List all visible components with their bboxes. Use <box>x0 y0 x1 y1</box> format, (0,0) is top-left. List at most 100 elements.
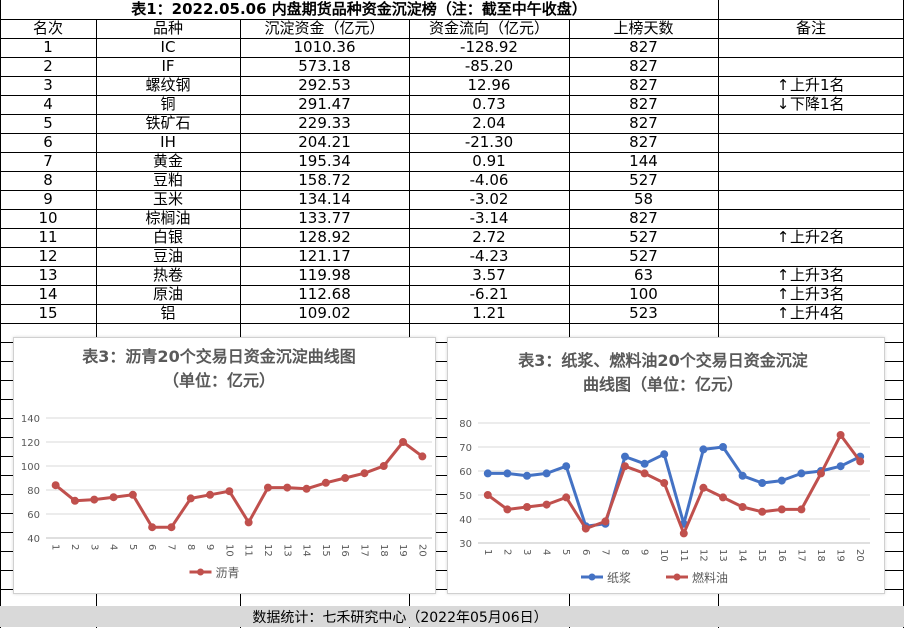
cell-days: 827 <box>629 57 658 75</box>
data-point <box>483 491 492 499</box>
data-point <box>148 523 157 532</box>
cell-rank: 1 <box>43 38 53 56</box>
cell-note: 上升1名 <box>790 76 845 94</box>
y-tick-label: 120 <box>21 438 40 449</box>
data-point <box>797 505 806 514</box>
grid-hline <box>0 304 904 305</box>
cell-days: 527 <box>629 228 658 246</box>
x-tick-label: 13 <box>281 544 292 557</box>
chart-subtitle: 曲线图（单位：亿元） <box>583 375 743 394</box>
grid-vline <box>718 19 719 628</box>
data-point <box>640 459 649 468</box>
x-tick-label: 16 <box>776 549 787 562</box>
data-point <box>679 529 688 538</box>
cell-days: 827 <box>629 114 658 132</box>
cell-deposit: 158.72 <box>298 171 351 189</box>
cell-days: 827 <box>629 95 658 113</box>
x-tick-label: 12 <box>697 549 708 562</box>
table-title: 表1：2022.05.06 内盘期货品种资金沉淀榜（注：截至中午收盘） <box>131 0 587 18</box>
x-tick-label: 5 <box>560 549 571 555</box>
grid-hline <box>0 209 904 210</box>
x-tick-label: 20 <box>416 544 427 557</box>
cell-deposit: 1010.36 <box>293 38 356 56</box>
cell-flow: 2.04 <box>472 114 506 132</box>
header-days: 上榜天数 <box>613 19 674 37</box>
pulp-fuel-oil-chart: 表3：纸浆、燃料油20个交易日资金沉淀 曲线图（单位：亿元） 30 40 50 60 70 8… <box>447 337 885 594</box>
grid-hline <box>0 95 904 96</box>
grid-vline <box>240 19 241 628</box>
data-point <box>283 483 292 492</box>
arrow-up-icon: ↑ <box>776 304 790 322</box>
data-point <box>738 503 747 511</box>
x-tick-label: 11 <box>678 549 689 562</box>
cell-deposit: 229.33 <box>298 114 351 132</box>
grid-hline <box>0 38 904 39</box>
data-point <box>128 490 137 499</box>
cell-rank: 7 <box>43 152 53 170</box>
x-tick-label: 7 <box>165 544 176 550</box>
cell-deposit: 119.98 <box>298 266 351 284</box>
data-point <box>379 462 388 470</box>
x-tick-label: 8 <box>619 549 630 555</box>
data-point <box>503 505 512 514</box>
cell-flow: -4.06 <box>469 171 509 189</box>
x-tick-label: 14 <box>737 549 748 562</box>
cell-deposit: 109.02 <box>298 304 351 322</box>
cell-days: 527 <box>629 171 658 189</box>
cell-name: IH <box>160 133 176 151</box>
data-point <box>640 469 649 478</box>
data-point <box>621 462 629 471</box>
x-tick-label: 20 <box>854 549 865 562</box>
cell-flow: 0.91 <box>472 152 506 170</box>
data-point <box>699 445 708 454</box>
cell-days: 527 <box>629 247 658 265</box>
x-tick-label: 15 <box>756 549 767 562</box>
asphalt-chart-svg: 表3：沥青20个交易日资金沉淀曲线图（单位：亿元）406080100120140… <box>21 347 432 580</box>
header-note: 备注 <box>795 19 826 37</box>
x-tick-label: 9 <box>204 544 215 550</box>
cell-days: 827 <box>629 76 658 94</box>
data-point <box>797 469 806 478</box>
cell-flow: -6.21 <box>469 285 509 303</box>
cell-flow: -85.20 <box>464 57 514 75</box>
data-point <box>660 479 669 487</box>
grid-hline <box>0 285 904 286</box>
cell-days: 827 <box>629 38 658 56</box>
cell-name: 棕榈油 <box>145 209 191 227</box>
y-tick-label: 50 <box>459 491 472 502</box>
arrow-up-icon: ↑ <box>776 285 790 303</box>
data-point <box>542 500 551 509</box>
data-point <box>167 523 176 532</box>
cell-rank: 6 <box>43 133 53 151</box>
data-point <box>341 474 350 482</box>
data-point <box>777 476 786 485</box>
data-point <box>817 469 825 478</box>
cell-name: IC <box>160 38 176 56</box>
grid-vline <box>718 0 719 19</box>
cell-name: 玉米 <box>152 190 183 208</box>
cell-rank: 8 <box>43 171 53 189</box>
chart-title: 表3：沥青20个交易日资金沉淀曲线图 <box>81 347 355 366</box>
data-point <box>523 471 531 480</box>
grid-hline <box>0 57 904 58</box>
cell-rank: 14 <box>38 285 58 303</box>
legend-marker <box>197 568 204 576</box>
x-tick-label: 2 <box>69 544 80 550</box>
y-tick-label: 100 <box>21 462 40 473</box>
cell-flow: 12.96 <box>467 76 511 94</box>
x-tick-label: 4 <box>541 549 552 555</box>
chart-title: 表3：纸浆、燃料油20个交易日资金沉淀 <box>517 351 808 370</box>
grid-hline <box>0 171 904 172</box>
cell-name: 白银 <box>152 228 183 246</box>
cell-deposit: 112.68 <box>298 285 351 303</box>
cell-flow: -3.02 <box>469 190 509 208</box>
cell-rank: 5 <box>43 114 53 132</box>
arrow-up-icon: ↑ <box>776 228 790 246</box>
x-tick-label: 5 <box>127 544 138 550</box>
data-point <box>562 493 571 502</box>
x-tick-label: 12 <box>262 544 273 557</box>
x-tick-label: 2 <box>501 549 512 555</box>
header-name: 品种 <box>152 19 183 37</box>
data-point <box>562 462 571 471</box>
